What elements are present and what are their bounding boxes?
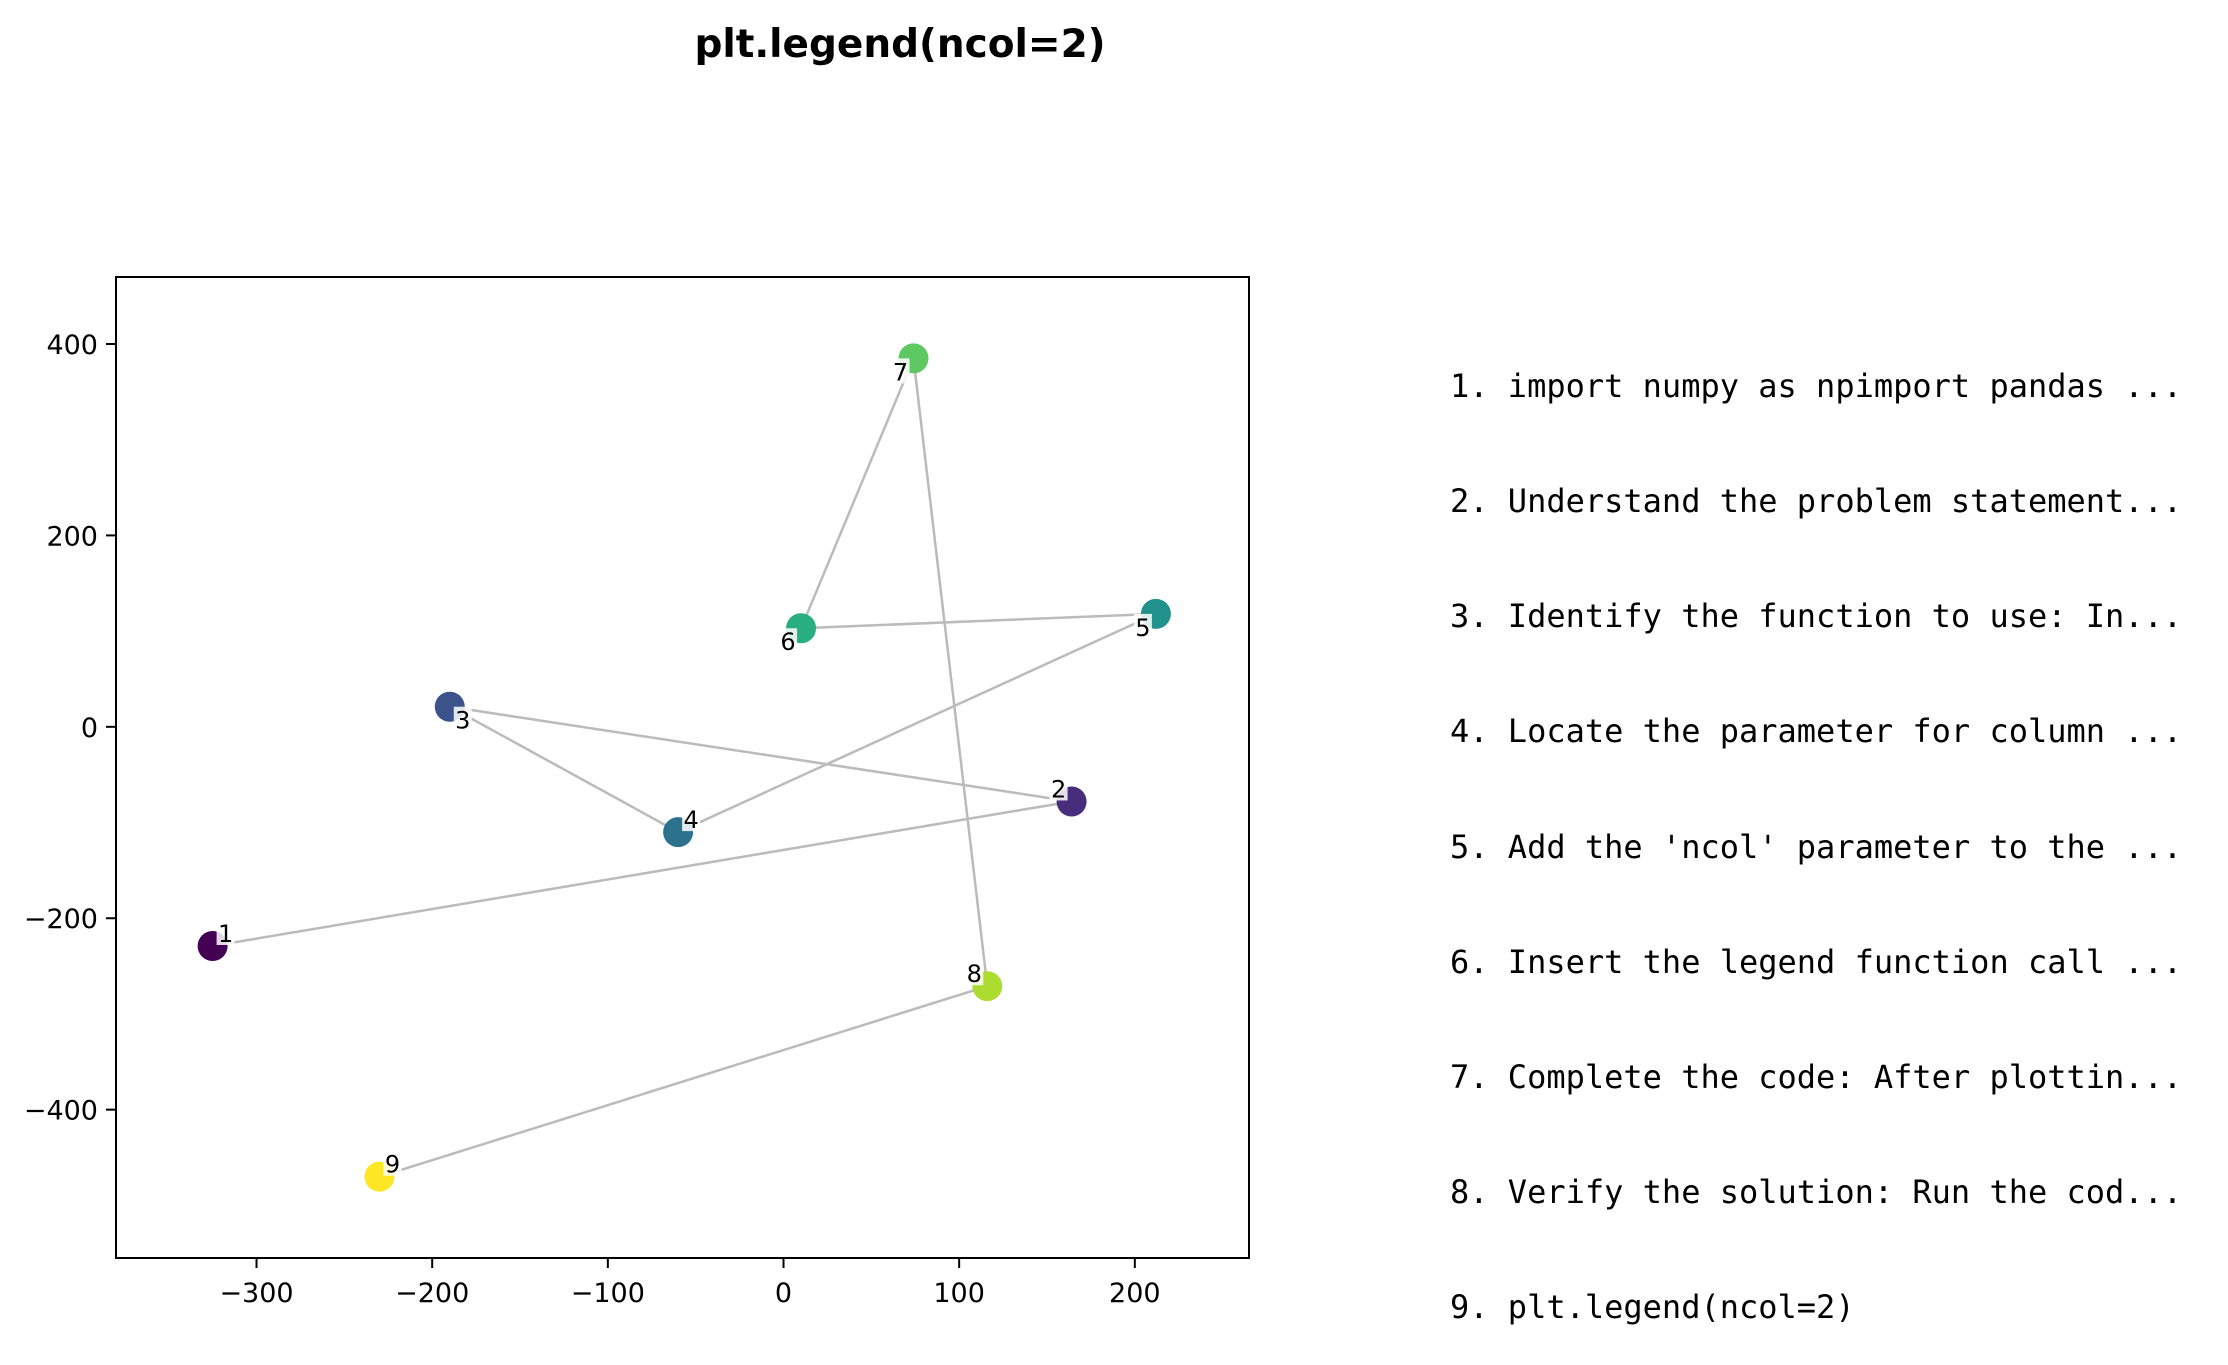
- data-points: [197, 343, 1171, 1192]
- point-labels: 1 2 3 4 5 6 7 8 9: [216, 358, 1152, 1179]
- x-tick-label: −200: [395, 1278, 469, 1309]
- point-label-box: [1133, 613, 1152, 639]
- step-item: 6. Insert the legend function call ...: [1450, 942, 2183, 981]
- step-item: 3. Identify the function to use: In...: [1450, 597, 2183, 636]
- point-2-label: 2: [1051, 775, 1066, 803]
- step-item: 8. Verify the solution: Run the cod...: [1450, 1173, 2183, 1212]
- point-label-box: [383, 1150, 402, 1176]
- point-label-box: [891, 358, 910, 384]
- y-tick-label: 0: [81, 713, 98, 744]
- point-5-label: 5: [1135, 614, 1150, 642]
- x-tick-label: −300: [219, 1278, 293, 1309]
- y-axis-ticks: −400 −200 0 200 400: [24, 330, 116, 1127]
- point-6-label: 6: [780, 628, 795, 656]
- step-item: 2. Understand the problem statement...: [1450, 482, 2183, 521]
- x-tick-label: 0: [775, 1278, 792, 1309]
- point-label-box: [453, 706, 472, 732]
- connector-line: [801, 612, 1156, 630]
- connector-line: [449, 705, 679, 834]
- step-list: 1. import numpy as npimport pandas ... 2…: [1450, 290, 2182, 1365]
- y-tick-label: −400: [24, 1096, 98, 1127]
- point-6-label-group: 6: [779, 628, 798, 656]
- point-7-label-group: 7: [891, 358, 910, 386]
- point-3-label: 3: [455, 707, 470, 735]
- y-tick-label: 400: [46, 330, 98, 361]
- connector-line: [912, 358, 989, 987]
- chart-title: plt.legend(ncol=2): [694, 22, 1106, 67]
- point-8-label-group: 8: [965, 960, 984, 988]
- connector-line: [379, 984, 988, 1178]
- y-tick-label: −200: [24, 904, 98, 935]
- point-label-box: [682, 806, 701, 832]
- point-2-label-group: 2: [1049, 775, 1068, 803]
- x-tick-label: −100: [571, 1278, 645, 1309]
- connector-line: [677, 612, 1157, 834]
- connector-line: [799, 357, 915, 629]
- step-item: 5. Add the 'ncol' parameter to the ...: [1450, 827, 2183, 866]
- connecting-lines: [212, 357, 1157, 1178]
- step-item: 1. import numpy as npimport pandas ...: [1450, 366, 2183, 405]
- point-5-label-group: 5: [1133, 613, 1152, 642]
- connector-line: [212, 800, 1072, 948]
- x-tick-label: 200: [1109, 1278, 1161, 1309]
- point-9-label-group: 9: [383, 1150, 402, 1179]
- point-label-box: [216, 919, 235, 945]
- connector-line: [449, 705, 1072, 803]
- point-4-label-group: 4: [682, 806, 701, 834]
- step-item: 9. plt.legend(ncol=2): [1450, 1288, 1855, 1327]
- point-3-label-group: 3: [453, 706, 472, 735]
- point-label-box: [779, 628, 798, 654]
- step-item: 7. Complete the code: After plottin...: [1450, 1058, 2183, 1097]
- point-1-label: 1: [218, 920, 233, 948]
- point-4-label: 4: [683, 806, 698, 834]
- x-tick-label: 100: [933, 1278, 985, 1309]
- scatter-chart: 1 2 3 4 5 6 7 8 9 −300 −200 −100 0 100 200 −400 −200 0 2…: [24, 276, 1250, 1309]
- axes-frame: [115, 276, 1250, 1259]
- point-7-label: 7: [893, 358, 908, 386]
- x-axis-ticks: −300 −200 −100 0 100 200: [219, 1258, 1161, 1309]
- step-item: 4. Locate the parameter for column ...: [1450, 712, 2183, 751]
- point-9-label: 9: [385, 1151, 400, 1179]
- point-label-box: [965, 960, 984, 986]
- point-1-label-group: 1: [216, 919, 235, 948]
- y-tick-label: 200: [46, 521, 98, 552]
- point-8-label: 8: [967, 960, 982, 988]
- point-label-box: [1049, 775, 1068, 801]
